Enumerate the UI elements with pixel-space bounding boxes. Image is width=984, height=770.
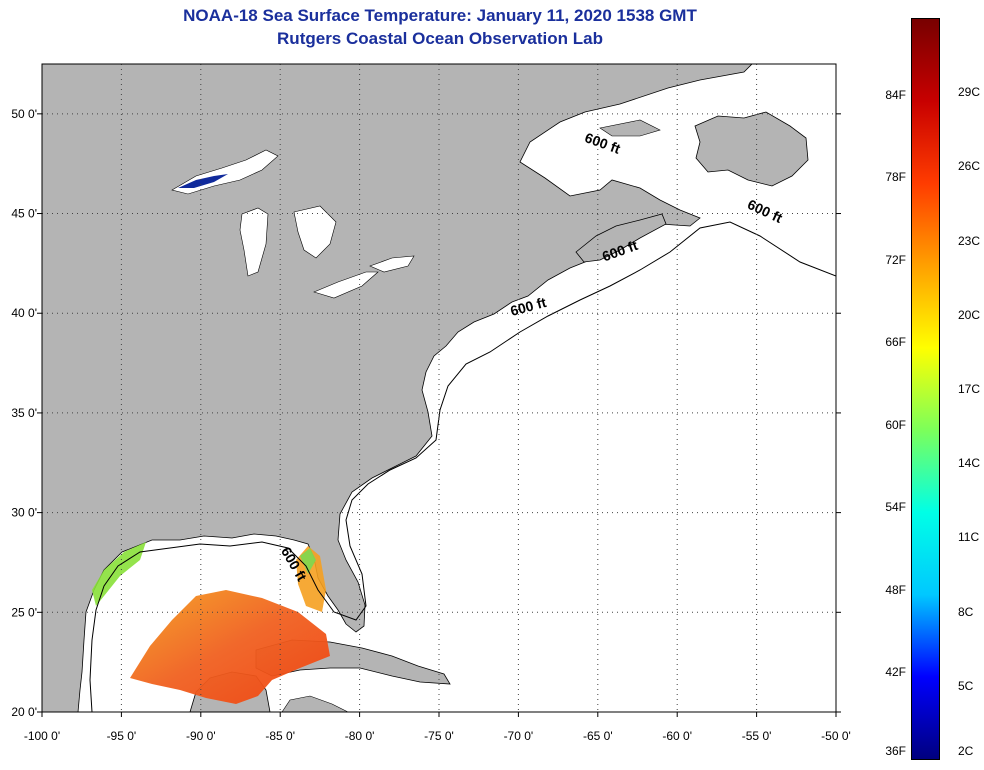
lon-tick-label: -70 0'	[504, 729, 534, 743]
lon-tick-label: -75 0'	[424, 729, 454, 743]
isobath-600ft	[89, 221, 836, 712]
colorbar-c-label: 11C	[958, 530, 980, 545]
florida-shelf-green	[300, 548, 316, 574]
lake-ontario	[369, 255, 415, 273]
lat-tick-label: 30 0'	[11, 506, 37, 520]
colorbar-f-label: 42F	[885, 665, 906, 680]
lon-tick-label: -65 0'	[583, 729, 613, 743]
lake-huron	[293, 205, 337, 259]
temperature-colorbar	[911, 18, 940, 760]
colorbar-c-label: 26C	[958, 159, 981, 174]
gulf-sst-patch	[130, 590, 330, 704]
colorbar-f-label: 60F	[885, 417, 906, 432]
lat-tick-label: 20 0'	[11, 705, 37, 719]
colorbar-c-label: 29C	[958, 85, 981, 100]
lon-tick-label: -100 0'	[24, 729, 60, 743]
colorbar-c-label: 2C	[958, 744, 974, 758]
map-title: NOAA-18 Sea Surface Temperature: January…	[183, 6, 697, 25]
lat-tick-label: 45 0'	[11, 207, 37, 221]
lon-tick-label: -85 0'	[265, 729, 295, 743]
central-america-land	[281, 695, 349, 712]
anticosti-island	[599, 119, 661, 137]
lat-tick-label: 40 0'	[11, 306, 37, 320]
colorbar-f-label: 48F	[885, 582, 906, 597]
colorbar-c-label: 8C	[958, 604, 974, 619]
lon-tick-label: -50 0'	[821, 729, 851, 743]
colorbar-c-label: 5C	[958, 678, 974, 693]
longitude-labels: -100 0' -95 0' -90 0' -85 0' -80 0' -75 0' -70…	[24, 729, 851, 743]
frame-ticks	[37, 113, 841, 717]
texas-coastal-sst	[92, 542, 146, 606]
colorbar-c-label: 17C	[958, 382, 981, 396]
lake-erie	[313, 271, 379, 299]
colorbar-f-label: 72F	[885, 252, 906, 267]
lat-tick-label: 25 0'	[11, 605, 37, 619]
nova-scotia-land	[575, 213, 667, 263]
lat-tick-label: 50 0'	[11, 107, 37, 121]
colorbar-f-label: 84F	[885, 87, 906, 102]
lon-tick-label: -60 0'	[662, 729, 692, 743]
lon-tick-label: -80 0'	[345, 729, 375, 743]
lon-tick-label: -95 0'	[107, 729, 137, 743]
lake-superior-cold	[178, 174, 228, 188]
colorbar-f-label: 54F	[885, 500, 906, 515]
graticule	[42, 64, 836, 712]
lon-tick-label: -55 0'	[742, 729, 772, 743]
colorbar-c-label: 14C	[958, 456, 981, 471]
colorbar-f-label: 66F	[885, 335, 906, 350]
colorbar-f-label: 78F	[885, 170, 906, 185]
colorbar-c-label: 23C	[958, 233, 981, 248]
lon-tick-label: -90 0'	[186, 729, 216, 743]
colorbar-c-label: 20C	[958, 307, 981, 322]
lat-tick-label: 35 0'	[11, 406, 37, 420]
north-america-land	[42, 64, 753, 712]
map-subtitle: Rutgers Coastal Ocean Observation Lab	[277, 29, 603, 48]
newfoundland-land	[694, 111, 809, 187]
colorbar-f-label: 36F	[885, 744, 906, 758]
lake-michigan	[239, 207, 269, 277]
latitude-labels: 20 0' 25 0' 30 0' 35 0' 40 0' 45 0' 50 0'	[11, 107, 37, 719]
